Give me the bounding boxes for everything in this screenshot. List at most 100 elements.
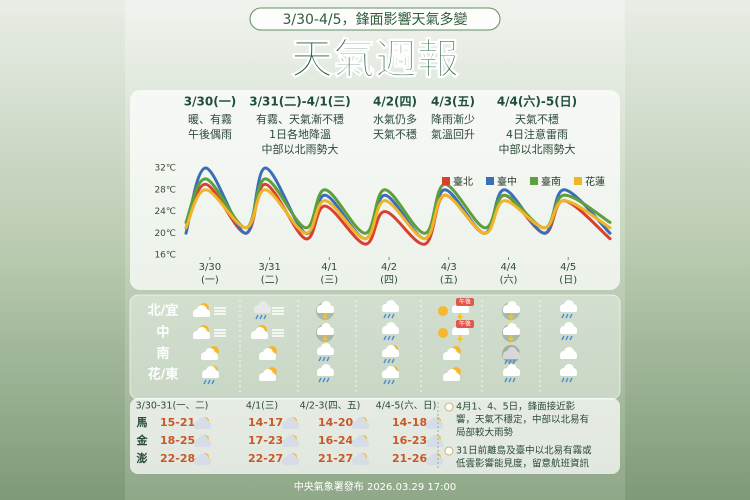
icon-cloud [560, 322, 577, 334]
icon-rain [203, 379, 207, 385]
icon-sun [438, 306, 448, 316]
period-desc: 有霧、天氣漸不穩 [256, 112, 344, 126]
icon-rain [387, 335, 391, 341]
island-name: 馬 [137, 416, 148, 429]
period-desc: 氣溫回升 [431, 127, 475, 141]
island-temp: 21-27 [318, 452, 353, 465]
period-desc: 天氣不穩 [515, 112, 559, 126]
x-tick-label: 3/30 [199, 262, 221, 273]
icon-cloud-part [193, 335, 210, 339]
icon-cloud [193, 327, 210, 339]
legend-swatch [574, 177, 582, 185]
icon-rain [383, 379, 387, 385]
icon-cloud [443, 369, 460, 381]
icon-cloud-part [259, 356, 276, 360]
icon-rain [387, 313, 391, 319]
icon-cloud-part [317, 351, 334, 355]
icon-rain [322, 377, 326, 383]
region-label: 北/宜 [148, 303, 179, 319]
icon-rain [565, 377, 569, 383]
footer: 中央氣象署發布 2026.03.29 17:00 [294, 480, 456, 493]
icon-cloud-part [503, 355, 520, 359]
tag-bg [456, 298, 474, 306]
x-tick-label: 4/5 [560, 262, 576, 273]
legend-swatch [530, 177, 538, 185]
icon-cloud-part [201, 356, 218, 360]
icon-cloud-part [382, 353, 399, 357]
icon-rain [391, 358, 395, 364]
temperature-line [184, 188, 612, 241]
icon-cloud-part [193, 313, 210, 317]
island-temp: 21-26 [392, 452, 428, 465]
icon-cloud-part [259, 377, 276, 381]
period-label: 4/4(六)-5(日) [497, 94, 577, 109]
icon-cloud-part [282, 443, 299, 447]
period-desc: 中部以北雨勢大 [262, 142, 339, 156]
island-header: 4/4-5(六、日) [376, 400, 437, 412]
icon-cloud [251, 327, 268, 339]
icon-cloud-part [382, 374, 399, 378]
period-label: 4/2(四) [373, 95, 417, 109]
icon-cloud-part [352, 443, 369, 447]
icon-cloud [426, 453, 443, 465]
island-temp: 22-28 [160, 452, 195, 465]
legend-label: 花蓮 [585, 175, 605, 188]
island-temp: 22-27 [248, 452, 283, 465]
note-line: 局部較大雨勢 [456, 427, 514, 439]
period-desc: 中部以北雨勢大 [499, 142, 576, 156]
icon-cloud [560, 364, 577, 376]
icon-cloud-part [560, 308, 577, 312]
icon-cloud-part [254, 309, 271, 313]
icon-rain [561, 313, 565, 319]
y-tick-label: 32℃ [154, 164, 176, 174]
icon-rain [561, 335, 565, 341]
icon-cloud [317, 364, 334, 376]
legend-label: 臺北 [453, 175, 473, 188]
legend-swatch [486, 177, 494, 185]
icon-cloud-part [282, 461, 299, 465]
island-name: 澎 [137, 451, 148, 465]
icon-rain [391, 313, 395, 319]
note-line: 31日前離島及臺中以北易有霧或 [456, 445, 592, 457]
icon-rain [326, 356, 330, 362]
x-tick-label: 4/4 [500, 262, 516, 273]
icon-cloud [259, 348, 276, 360]
island-temp: 16-24 [318, 434, 354, 447]
icon-rain [512, 377, 516, 383]
legend-label: 臺中 [497, 175, 517, 188]
period-label: 3/31(二)-4/1(三) [249, 95, 350, 109]
island-temp: 15-21 [160, 416, 195, 429]
icon-cloud [193, 305, 210, 317]
x-tick-weekday: (日) [559, 275, 577, 286]
island-header: 4/1(三) [246, 401, 278, 412]
period-desc: 1日各地降溫 [269, 127, 331, 141]
icon-rain [391, 379, 395, 385]
period-desc: 暖、有霧 [188, 112, 232, 126]
island-temp: 17-23 [248, 434, 283, 447]
note-line: 低雲影響能見度，留意航班資訊 [456, 458, 590, 470]
island-temp: 14-20 [318, 416, 354, 429]
x-tick-label: 4/2 [381, 262, 397, 273]
note-bullet [444, 446, 454, 456]
icon-cloud [560, 300, 577, 312]
y-tick-label: 28℃ [154, 185, 176, 195]
icon-bolt [457, 335, 463, 345]
icon-cloud [352, 453, 369, 465]
icon-cloud [317, 343, 334, 355]
icon-rain [322, 356, 326, 362]
x-tick-weekday: (五) [440, 275, 458, 286]
period-desc: 天氣不穩 [373, 127, 417, 141]
island-temp: 16-23 [392, 434, 427, 447]
icon-cloud [382, 300, 399, 312]
region-label: 花/東 [148, 367, 179, 383]
icon-rain [508, 359, 512, 365]
icon-rain [508, 377, 512, 383]
icon-bolt [322, 313, 328, 323]
icon-cloud-part [317, 309, 334, 313]
icon-cloud-part [317, 331, 334, 335]
icon-cloud [503, 301, 520, 313]
icon-cloud [382, 366, 399, 378]
icon-cloud-part [426, 461, 443, 465]
title: 天氣週報 [291, 35, 459, 84]
